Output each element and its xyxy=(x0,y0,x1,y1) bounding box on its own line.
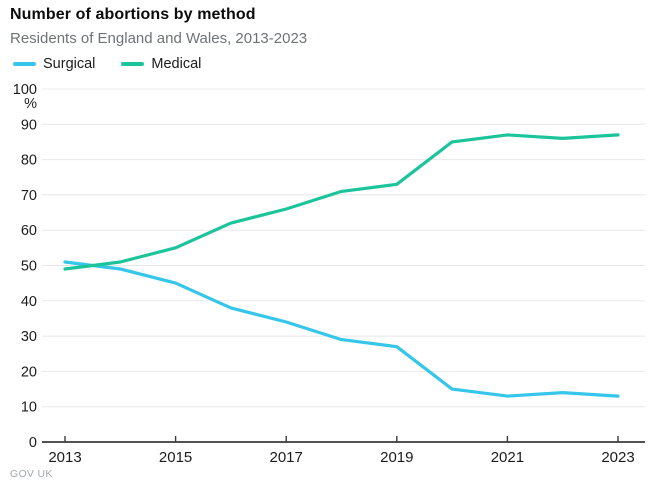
legend-item-medical: Medical xyxy=(121,56,201,72)
x-tick-label: 2023 xyxy=(601,449,634,466)
y-tick-label: 60 xyxy=(21,223,37,239)
y-axis-labels: 0 10 20 30 40 50 60 70 80 90 100% xyxy=(13,82,37,451)
y-tick-label: 40 xyxy=(21,294,37,310)
chart-legend: Surgical Medical xyxy=(13,56,201,72)
y-tick-label: 80 xyxy=(21,153,37,169)
series-line-medical xyxy=(63,133,620,271)
x-tick-label: 2017 xyxy=(270,449,303,466)
x-tick-label: 2015 xyxy=(159,449,192,466)
y-tick-label: 70 xyxy=(21,188,37,204)
chart-title: Number of abortions by method xyxy=(10,6,256,23)
y-tick-label: 50 xyxy=(21,259,37,275)
gridlines xyxy=(42,88,645,408)
chart-subtitle: Residents of England and Wales, 2013-202… xyxy=(10,30,308,47)
series-line-surgical xyxy=(63,260,620,398)
y-axis-unit-label: % xyxy=(24,96,37,112)
y-tick-label: 30 xyxy=(21,329,37,345)
medical-line-swatch xyxy=(121,62,145,66)
y-tick-label: 100 xyxy=(13,82,37,98)
x-tick-label: 2013 xyxy=(48,449,81,466)
x-axis-labels: 2013 2015 2017 2019 2021 2023 xyxy=(48,449,634,466)
x-tick-label: 2019 xyxy=(380,449,413,466)
y-tick-label: 20 xyxy=(21,364,37,380)
legend-label-surgical: Surgical xyxy=(43,56,96,72)
x-axis-ticks xyxy=(64,436,619,442)
source-attribution: GOV UK xyxy=(10,468,53,480)
legend-item-surgical: Surgical xyxy=(13,56,95,72)
y-tick-label: 90 xyxy=(21,117,37,133)
y-tick-label: 10 xyxy=(21,400,37,416)
surgical-line-swatch xyxy=(13,62,36,66)
y-tick-label: 0 xyxy=(29,435,37,451)
x-tick-label: 2021 xyxy=(491,449,524,466)
legend-label-medical: Medical xyxy=(151,56,202,72)
